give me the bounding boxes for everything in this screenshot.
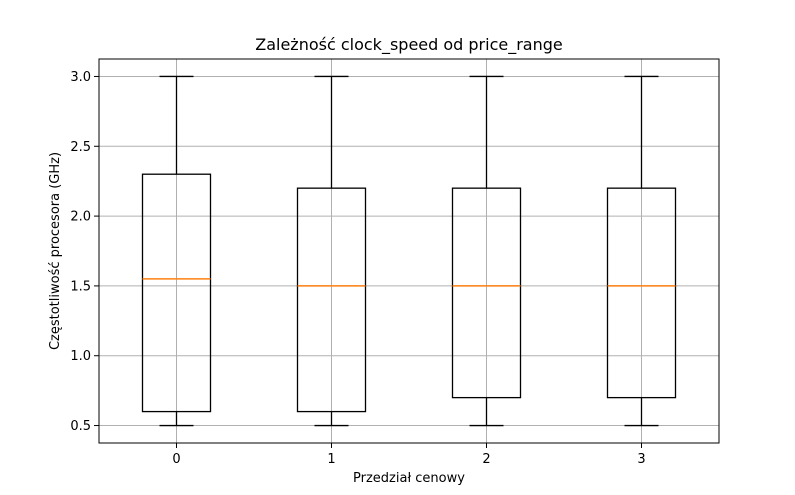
box-group-1 bbox=[296, 75, 367, 427]
x-axis-label: Przedział cenowy bbox=[353, 471, 465, 486]
box-group-2 bbox=[451, 75, 522, 427]
y-tick-label: 2.5 bbox=[70, 140, 91, 155]
iqr-box bbox=[296, 187, 367, 413]
chart-title: Zależność clock_speed od price_range bbox=[255, 35, 563, 55]
y-tick-label: 1.5 bbox=[70, 279, 91, 294]
y-axis-label: Częstotliwość procesora (GHz) bbox=[48, 152, 63, 350]
iqr-box bbox=[451, 187, 522, 399]
grid-lines bbox=[99, 59, 719, 443]
y-tick-label: 3.0 bbox=[70, 70, 91, 85]
boxes-layer bbox=[141, 75, 677, 427]
x-tick-label: 1 bbox=[327, 452, 335, 467]
x-tick-label: 3 bbox=[637, 452, 645, 467]
x-tick-label: 0 bbox=[172, 452, 180, 467]
x-tick-label: 2 bbox=[482, 452, 490, 467]
y-tick-label: 1.0 bbox=[70, 349, 91, 364]
box-group-0 bbox=[141, 75, 212, 427]
y-tick-label: 0.5 bbox=[70, 419, 91, 434]
y-axis-ticks: 0.5 1.0 1.5 2.0 2.5 3.0 bbox=[70, 70, 99, 434]
box-group-3 bbox=[606, 75, 677, 427]
plot-frame bbox=[98, 58, 720, 444]
y-tick-label: 2.0 bbox=[70, 210, 91, 225]
iqr-box bbox=[141, 173, 212, 413]
x-axis-ticks: 0 1 2 3 bbox=[172, 443, 646, 467]
iqr-box bbox=[606, 187, 677, 399]
